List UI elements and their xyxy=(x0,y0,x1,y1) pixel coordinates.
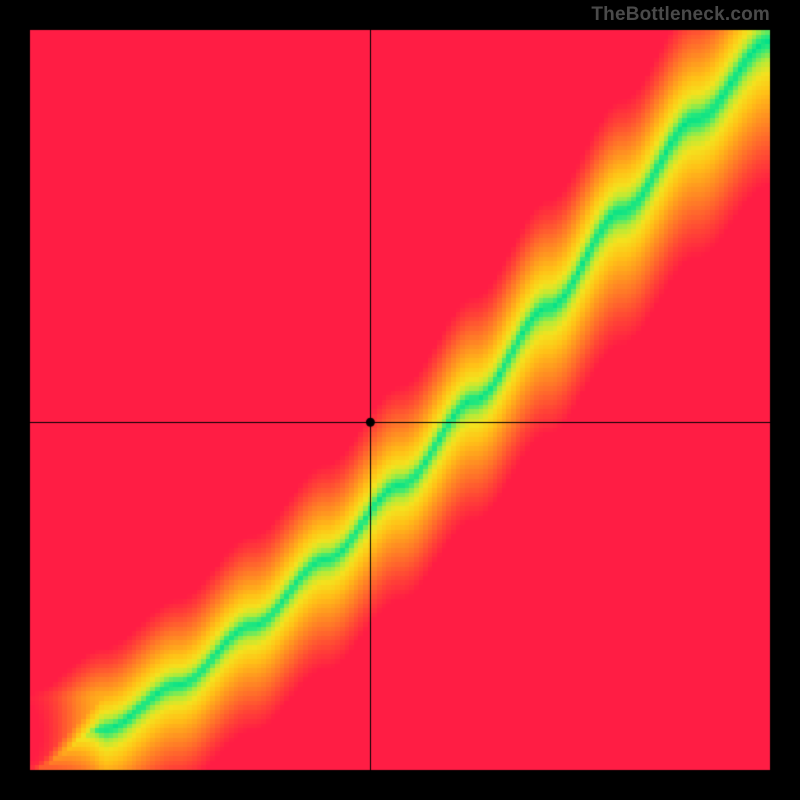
watermark-text: TheBottleneck.com xyxy=(591,4,770,26)
bottleneck-heatmap xyxy=(0,0,800,800)
chart-container: TheBottleneck.com xyxy=(0,0,800,800)
